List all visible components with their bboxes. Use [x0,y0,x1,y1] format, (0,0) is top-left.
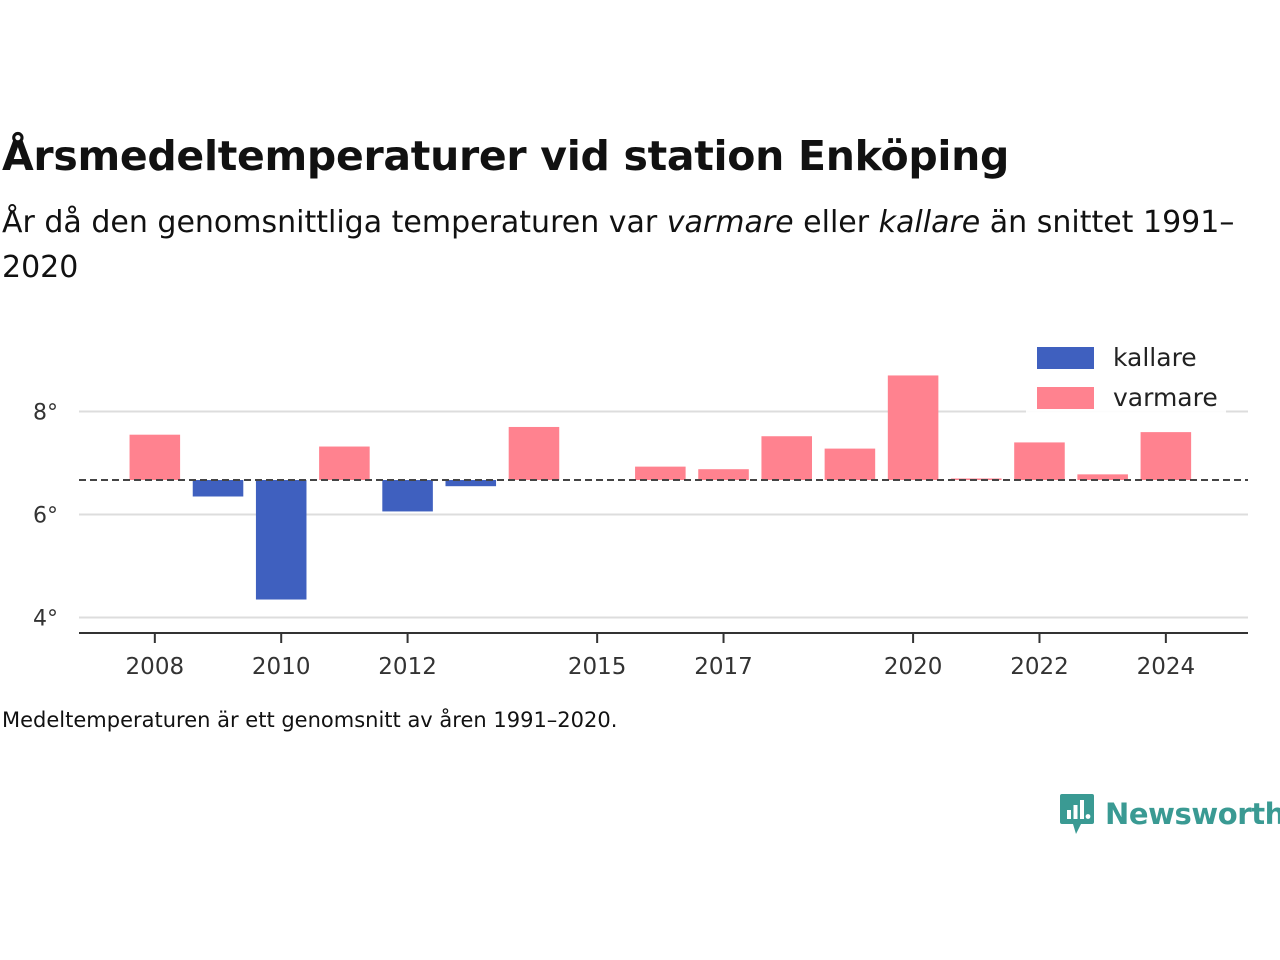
y-tick-label: 4° [33,607,58,632]
bar [887,375,939,481]
bar [255,480,307,600]
bar [129,434,181,481]
x-tick-label: 2012 [378,654,437,680]
x-tick-label: 2017 [694,654,753,680]
y-tick-label: 6° [33,504,58,529]
bar [508,426,560,481]
subtitle-text-1: År då den genomsnittliga temperaturen va… [2,205,667,240]
x-tick-label: 2022 [1010,654,1069,680]
x-tick-label: 2020 [884,654,943,680]
subtitle-text-2: eller [793,205,879,240]
chart-subtitle: År då den genomsnittliga temperaturen va… [2,200,1242,290]
subtitle-warm-word: varmare [666,205,794,240]
bar [1140,432,1192,481]
bar [319,446,370,481]
bar [192,480,244,497]
bar [1077,474,1128,481]
bar [382,480,433,512]
subtitle-text-3: än snittet 1991–2020 [2,205,1235,285]
legend-label: kallare [1113,343,1197,372]
bar-chart: 4° 6° 8° 2008 2010 2012 2015 2017 2020 2022 2024 ka… [33,340,1248,680]
brand-name: Newsworthy [1105,797,1280,831]
chart-title: Årsmedeltemperaturer vid station Enköpin… [2,132,1010,180]
legend: kallare varmare [1026,340,1226,416]
x-tick-label: 2015 [568,654,627,680]
x-tick-label: 2010 [252,654,311,680]
bar [761,436,812,481]
bar [1014,442,1065,481]
brand-logo[interactable]: Newsworthy [1059,792,1280,836]
bar [635,466,686,481]
legend-swatch [1037,387,1094,409]
bar [445,480,497,487]
x-tick-label: 2024 [1137,654,1196,680]
y-tick-label: 8° [33,401,58,426]
bar [824,448,876,481]
legend-swatch [1037,347,1094,369]
newsworthy-logo-icon [1060,794,1094,834]
x-tick-label: 2008 [126,654,185,680]
subtitle-cold-word: kallare [878,205,981,240]
bar [698,469,749,481]
legend-label: varmare [1113,383,1218,412]
footnote: Medeltemperaturen är ett genomsnitt av å… [2,708,618,732]
